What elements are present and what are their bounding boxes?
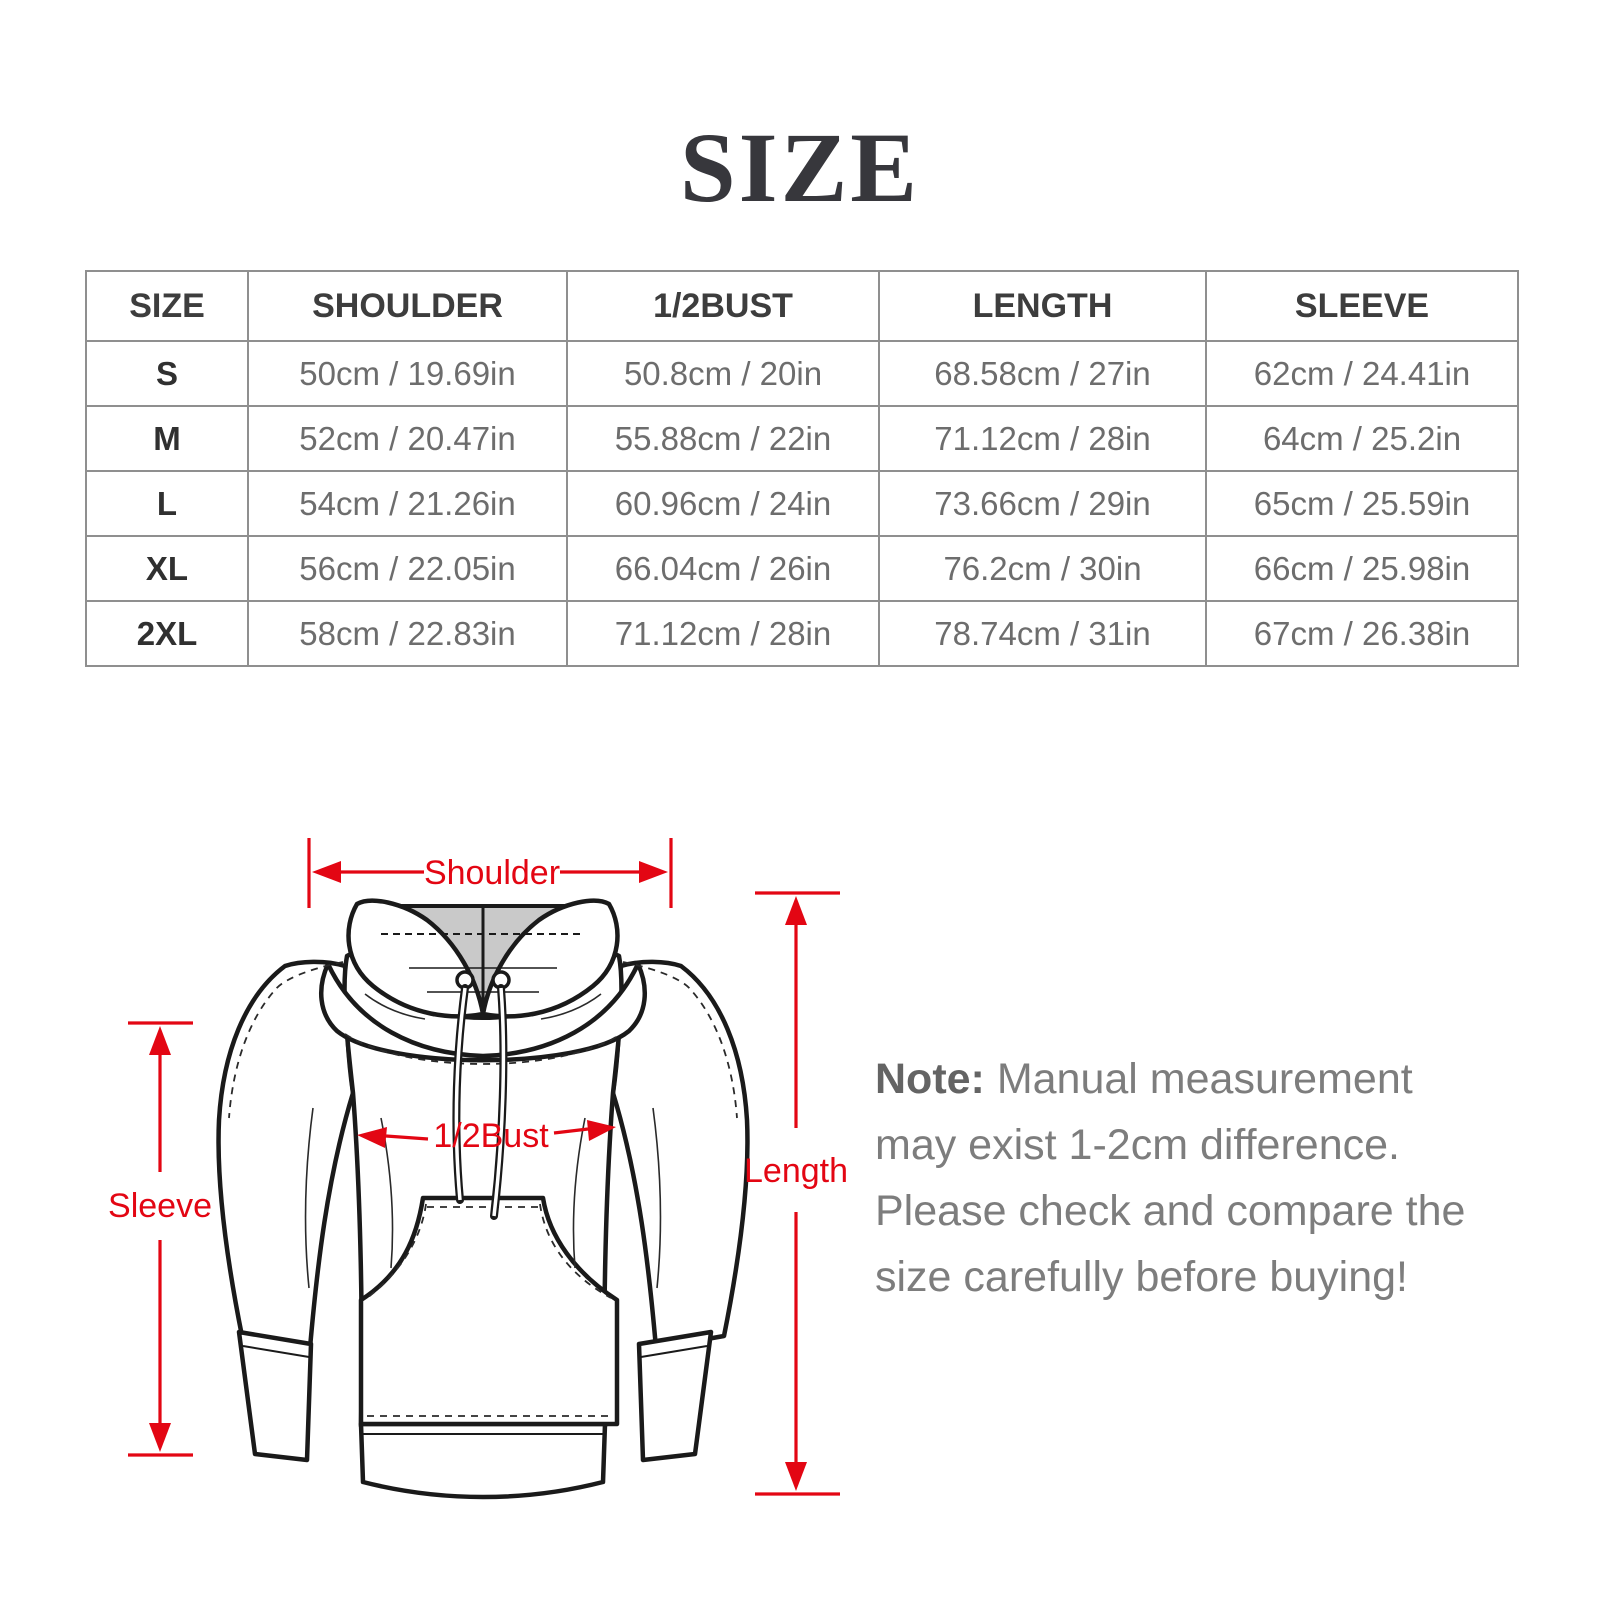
sleeve-measure-arrow — [128, 1021, 193, 1457]
measurement-cell: 67cm / 26.38in — [1205, 600, 1519, 667]
measurement-cell: 66cm / 25.98in — [1205, 535, 1519, 602]
measurement-cell: 56cm / 22.05in — [247, 535, 568, 602]
table-row: 2XL 58cm / 22.83in 71.12cm / 28in 78.74cm /… — [85, 600, 1519, 667]
size-cell: M — [85, 405, 249, 472]
hood-right-fold — [480, 898, 620, 1019]
measurement-cell: 60.96cm / 24in — [566, 470, 880, 537]
measurement-cell: 71.12cm / 28in — [878, 405, 1207, 472]
column-header-shoulder: SHOULDER — [247, 270, 568, 342]
measurement-cell: 58cm / 22.83in — [247, 600, 568, 667]
hood-cowl — [319, 961, 647, 1063]
column-header-bust: 1/2BUST — [566, 270, 880, 342]
measurement-cell: 54cm / 21.26in — [247, 470, 568, 537]
hem-band — [358, 1421, 608, 1500]
measurement-cell: 65cm / 25.59in — [1205, 470, 1519, 537]
measurement-cell: 50.8cm / 20in — [566, 340, 880, 407]
size-cell: L — [85, 470, 249, 537]
measurement-cell: 71.12cm / 28in — [566, 600, 880, 667]
measurement-cell: 76.2cm / 30in — [878, 535, 1207, 602]
note-text: Note: Manual measurement may exist 1-2cm… — [875, 1046, 1487, 1310]
measurement-cell: 78.74cm / 31in — [878, 600, 1207, 667]
column-header-length: LENGTH — [878, 270, 1207, 342]
hoodie-illustration — [216, 898, 750, 1500]
shoulder-label: Shoulder — [424, 854, 560, 892]
drawstrings — [452, 970, 511, 1220]
column-header-sleeve: SLEEVE — [1205, 270, 1519, 342]
size-cell: 2XL — [85, 600, 249, 667]
measurement-cell: 66.04cm / 26in — [566, 535, 880, 602]
measurement-cell: 55.88cm / 22in — [566, 405, 880, 472]
size-table: SIZE SHOULDER 1/2BUST LENGTH SLEEVE S 50c… — [85, 270, 1519, 667]
table-row: S 50cm / 19.69in 50.8cm / 20in 68.58cm / 27… — [85, 340, 1519, 407]
table-row: M 52cm / 20.47in 55.88cm / 22in 71.12cm / 2… — [85, 405, 1519, 472]
table-row: XL 56cm / 22.05in 66.04cm / 26in 76.2cm / 3… — [85, 535, 1519, 602]
length-label: Length — [744, 1152, 848, 1190]
length-measure-arrow — [755, 891, 840, 1496]
measurement-annotations: Shoulder Sleeve Length 1/2Bust — [108, 838, 848, 1496]
measurement-cell: 73.66cm / 29in — [878, 470, 1207, 537]
kangaroo-pocket — [358, 1195, 620, 1427]
column-header-size: SIZE — [85, 270, 249, 342]
size-cell: S — [85, 340, 249, 407]
bust-measure-arrow — [357, 1120, 616, 1148]
note-label: Note: — [875, 1055, 985, 1103]
measurement-cell: 68.58cm / 27in — [878, 340, 1207, 407]
measurement-cell: 50cm / 19.69in — [247, 340, 568, 407]
measurement-cell: 52cm / 20.47in — [247, 405, 568, 472]
measurement-cell: 62cm / 24.41in — [1205, 340, 1519, 407]
left-cuff — [236, 1329, 314, 1463]
shoulder-measure-arrow — [307, 838, 673, 908]
size-cell: XL — [85, 535, 249, 602]
sleeve-label: Sleeve — [108, 1187, 212, 1225]
measurement-cell: 64cm / 25.2in — [1205, 405, 1519, 472]
note-body: Manual measurement may exist 1-2cm diffe… — [875, 1055, 1466, 1301]
table-row: L 54cm / 21.26in 60.96cm / 24in 73.66cm / 2… — [85, 470, 1519, 537]
measurement-diagram: Shoulder Sleeve Length 1/2Bust — [90, 800, 900, 1540]
right-cuff — [636, 1329, 714, 1463]
bust-label: 1/2Bust — [433, 1117, 549, 1155]
page-title: SIZE — [680, 112, 920, 223]
table-header-row: SIZE SHOULDER 1/2BUST LENGTH SLEEVE — [85, 270, 1519, 342]
